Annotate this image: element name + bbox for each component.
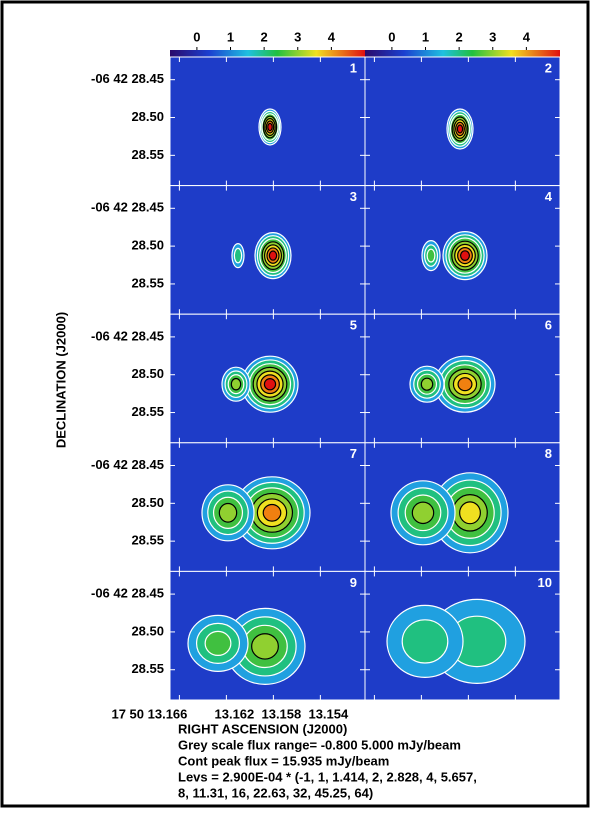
y-axis-label: DECLINATION (J2000) xyxy=(53,312,68,448)
y-tick-label: 28.50 xyxy=(131,623,164,638)
y-tick-label: 28.55 xyxy=(131,275,164,290)
contour xyxy=(230,377,242,391)
emission xyxy=(446,108,474,150)
y-tick-label: 28.50 xyxy=(131,238,164,253)
note: 8, 11.31, 16, 22.63, 32, 45.25, 64) xyxy=(178,785,373,800)
colorbar xyxy=(365,50,560,57)
y-tick-label: -06 42 28.45 xyxy=(91,586,164,601)
contour xyxy=(401,619,449,664)
emission xyxy=(187,607,306,686)
emission xyxy=(221,355,299,413)
contour xyxy=(251,633,279,660)
channel-label: 9 xyxy=(350,575,357,590)
colorbar-tick-label: 4 xyxy=(328,29,336,44)
colorbar-tick-label: 0 xyxy=(388,29,395,44)
emission xyxy=(421,231,488,281)
y-tick-label: 28.55 xyxy=(131,661,164,676)
contour xyxy=(262,503,282,522)
colorbar-tick-label: 4 xyxy=(523,29,531,44)
emission xyxy=(409,355,496,413)
channel-label: 1 xyxy=(350,60,357,75)
colorbar-tick-label: 2 xyxy=(456,29,463,44)
emission xyxy=(386,598,526,685)
channel-label: 5 xyxy=(350,318,357,333)
emission xyxy=(231,232,292,280)
colorbar-tick-label: 3 xyxy=(294,29,301,44)
emission xyxy=(201,476,311,550)
contour xyxy=(420,377,434,391)
y-tick-label: -06 42 28.45 xyxy=(91,457,164,472)
y-tick-label: 28.55 xyxy=(131,147,164,162)
note: Cont peak flux = 15.935 mJy/beam xyxy=(178,753,389,768)
contour xyxy=(204,630,232,657)
contour xyxy=(267,122,273,132)
y-tick-label: 28.55 xyxy=(131,533,164,548)
contour xyxy=(268,250,278,261)
contour xyxy=(459,501,481,525)
channel-label: 2 xyxy=(545,60,552,75)
contour xyxy=(263,378,277,391)
channel-label: 3 xyxy=(350,189,357,204)
contour xyxy=(456,124,464,134)
colorbar xyxy=(170,50,365,57)
channel-label: 10 xyxy=(538,575,552,590)
note: Levs = 2.900E-04 * (-1, 1, 1.414, 2, 2.8… xyxy=(178,769,477,784)
colorbar-tick-label: 3 xyxy=(489,29,496,44)
emission xyxy=(258,108,282,146)
colorbar-tick-label: 1 xyxy=(227,29,234,44)
x-axis-label: RIGHT ASCENSION (J2000) xyxy=(178,721,347,736)
colorbar-tick-label: 1 xyxy=(422,29,429,44)
note: Grey scale flux range= -0.800 5.000 mJy/… xyxy=(178,737,461,752)
x-tick-label: 13.154 xyxy=(308,706,349,721)
x-tick-label: 17 50 13.166 xyxy=(111,706,187,721)
y-tick-label: 28.50 xyxy=(131,495,164,510)
contour xyxy=(426,248,436,263)
y-tick-label: 28.50 xyxy=(131,109,164,124)
channel-label: 7 xyxy=(350,446,357,461)
x-tick-label: 13.162 xyxy=(215,706,255,721)
contour xyxy=(457,377,473,392)
y-tick-label: 28.50 xyxy=(131,366,164,381)
emission xyxy=(390,472,509,554)
contour xyxy=(218,502,238,523)
y-tick-label: 28.55 xyxy=(131,404,164,419)
y-tick-label: -06 42 28.45 xyxy=(91,200,164,215)
channel-label: 4 xyxy=(545,189,553,204)
contour xyxy=(411,501,435,525)
channel-label: 6 xyxy=(545,318,552,333)
channel-label: 8 xyxy=(545,446,552,461)
x-tick-label: 13.158 xyxy=(261,706,301,721)
colorbar-tick-label: 0 xyxy=(193,29,200,44)
contour xyxy=(460,250,471,262)
contour xyxy=(233,247,243,264)
y-tick-label: -06 42 28.45 xyxy=(91,71,164,86)
colorbar-tick-label: 2 xyxy=(261,29,268,44)
y-tick-label: -06 42 28.45 xyxy=(91,328,164,343)
